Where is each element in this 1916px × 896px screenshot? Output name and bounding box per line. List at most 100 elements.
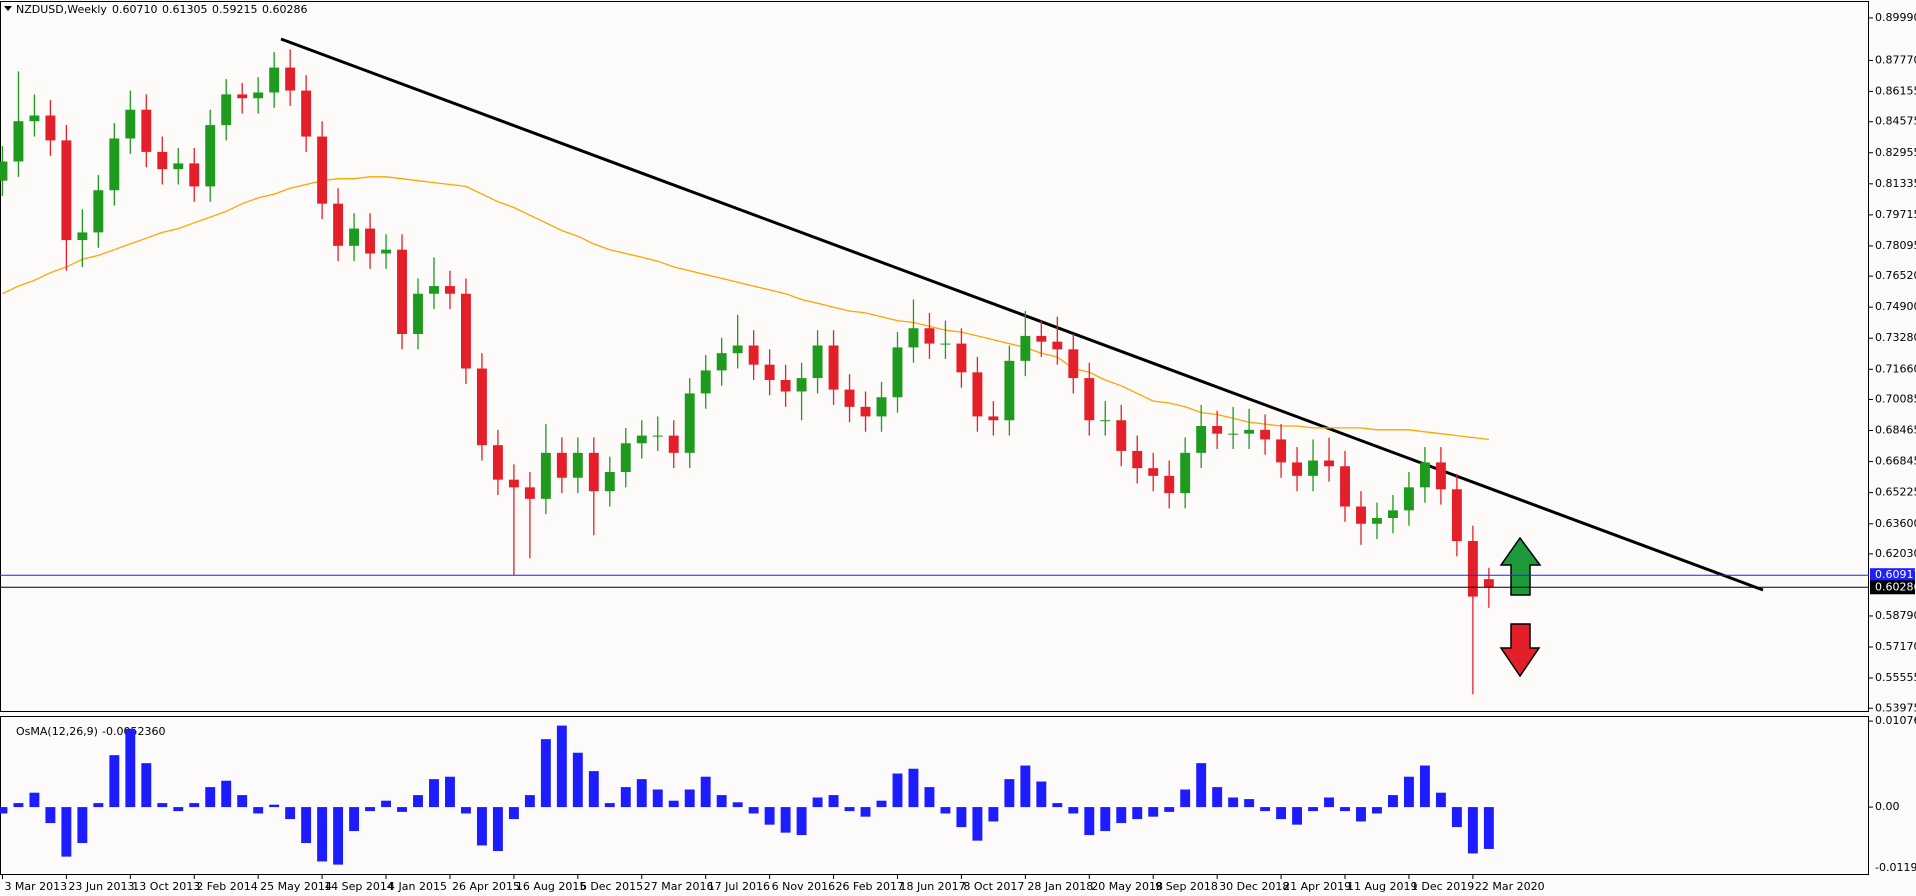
candle-body <box>1308 460 1319 476</box>
candle-body <box>285 67 296 91</box>
candle-body <box>1052 341 1063 350</box>
indicator-bar <box>1260 807 1271 812</box>
y-tick-label: 0.55555 <box>1875 671 1916 684</box>
x-tick-label: 25 May 2014 <box>260 880 332 893</box>
candle-body <box>732 345 743 354</box>
candle-body <box>125 109 136 139</box>
menu-triangle <box>4 6 12 11</box>
indicator-bar <box>397 807 407 812</box>
x-tick-label: 28 Jan 2018 <box>1027 880 1093 893</box>
indicator-bar <box>349 807 360 832</box>
indicator-bar <box>748 807 759 814</box>
candle-body <box>93 190 104 233</box>
candle-body <box>221 94 232 126</box>
indicator-bar <box>460 807 471 814</box>
indicator-title: OsMA(12,26,9) <box>16 725 98 738</box>
candle-body <box>1084 378 1095 421</box>
indicator-bar <box>1036 781 1047 808</box>
y-tick-label: 0.78095 <box>1875 239 1916 252</box>
candle-body <box>636 435 647 444</box>
candle-body <box>844 389 855 407</box>
indicator-bar <box>1467 807 1478 854</box>
y-tick-label: 0.71660 <box>1875 362 1916 375</box>
candle-body <box>764 364 775 381</box>
x-tick-label: 4 Jan 2015 <box>388 880 447 893</box>
y-tick-label: 0.76520 <box>1875 269 1916 282</box>
indicator-bar <box>764 807 775 825</box>
indicator-bar <box>1164 807 1175 812</box>
x-tick-label: 22 Mar 2020 <box>1475 880 1545 893</box>
indicator-bar <box>940 807 951 814</box>
candle-body <box>652 435 663 437</box>
candle-body <box>333 203 344 246</box>
x-tick-label: 17 Jul 2016 <box>708 880 770 893</box>
candle-body <box>237 94 248 99</box>
indicator-bar <box>732 802 743 808</box>
candle-body <box>429 286 439 294</box>
y-tick-label: 0.79715 <box>1875 208 1916 221</box>
candle-body <box>700 370 711 394</box>
candle-body <box>365 228 376 254</box>
indicator-bar <box>1388 795 1398 808</box>
indicator-bar <box>1483 807 1494 849</box>
indicator-bar <box>476 807 487 846</box>
indicator-bar <box>13 803 24 808</box>
candle-body <box>876 397 887 417</box>
indicator-bar <box>221 780 232 808</box>
candle-body <box>1356 506 1366 524</box>
x-tick-label: 21 Apr 2019 <box>1283 880 1351 893</box>
y-tick-label: 0.74900 <box>1875 300 1916 313</box>
indicator-bar <box>317 807 328 862</box>
candle-body <box>796 378 807 392</box>
candle-body <box>301 90 312 137</box>
indicator-bar <box>828 795 839 808</box>
indicator-bar <box>93 803 104 808</box>
indicator-bar <box>365 807 376 812</box>
indicator-bar <box>285 807 296 820</box>
y-tick-label: 0.62030 <box>1875 547 1916 560</box>
y-tick-label: 0.82955 <box>1875 146 1916 159</box>
indicator-bar <box>1068 807 1079 814</box>
y-tick-label: 0.66845 <box>1875 455 1916 468</box>
price-tag-label: 0.60917 <box>1875 568 1916 581</box>
indicator-bar <box>61 807 72 857</box>
candle-body <box>77 232 88 241</box>
candle-body <box>604 472 615 492</box>
candle-body <box>476 368 487 446</box>
indicator-bar <box>844 807 855 812</box>
indicator-bar <box>700 776 711 808</box>
indicator-bar <box>556 725 567 808</box>
indicator-bar <box>205 787 216 808</box>
indicator-bar <box>1212 787 1223 808</box>
candle-body <box>508 479 519 488</box>
candle-body <box>1164 475 1175 494</box>
indicator-bar <box>0 807 8 814</box>
x-tick-label: 11 Aug 2019 <box>1347 880 1417 893</box>
indicator-bar <box>492 807 503 852</box>
indicator-bar <box>988 807 999 822</box>
candle-body <box>1324 460 1334 467</box>
y-tick-label: 0.53975 <box>1875 701 1916 714</box>
indicator-bar <box>45 807 56 824</box>
x-tick-label: 6 Dec 2015 <box>580 880 643 893</box>
indicator-bar <box>1180 789 1191 808</box>
indicator-bar <box>924 787 935 808</box>
candle-body <box>460 293 471 369</box>
candle-body <box>940 343 951 345</box>
candle-body <box>924 328 935 344</box>
indicator-bar <box>1451 807 1462 828</box>
candle-body <box>1212 426 1223 434</box>
candle-body <box>892 347 903 398</box>
candle-body <box>1116 420 1127 451</box>
indicator-bar <box>333 807 344 865</box>
candle-body <box>572 452 583 478</box>
indicator-bar <box>860 807 871 817</box>
indicator-bar <box>908 768 919 808</box>
indicator-bar <box>1084 807 1095 836</box>
indicator-bar <box>1004 779 1015 808</box>
candle-body <box>381 249 391 254</box>
indicator-bar <box>1116 807 1127 824</box>
indicator-bar <box>1356 807 1366 822</box>
candle-body <box>1036 335 1047 342</box>
indicator-bar <box>1228 797 1239 808</box>
